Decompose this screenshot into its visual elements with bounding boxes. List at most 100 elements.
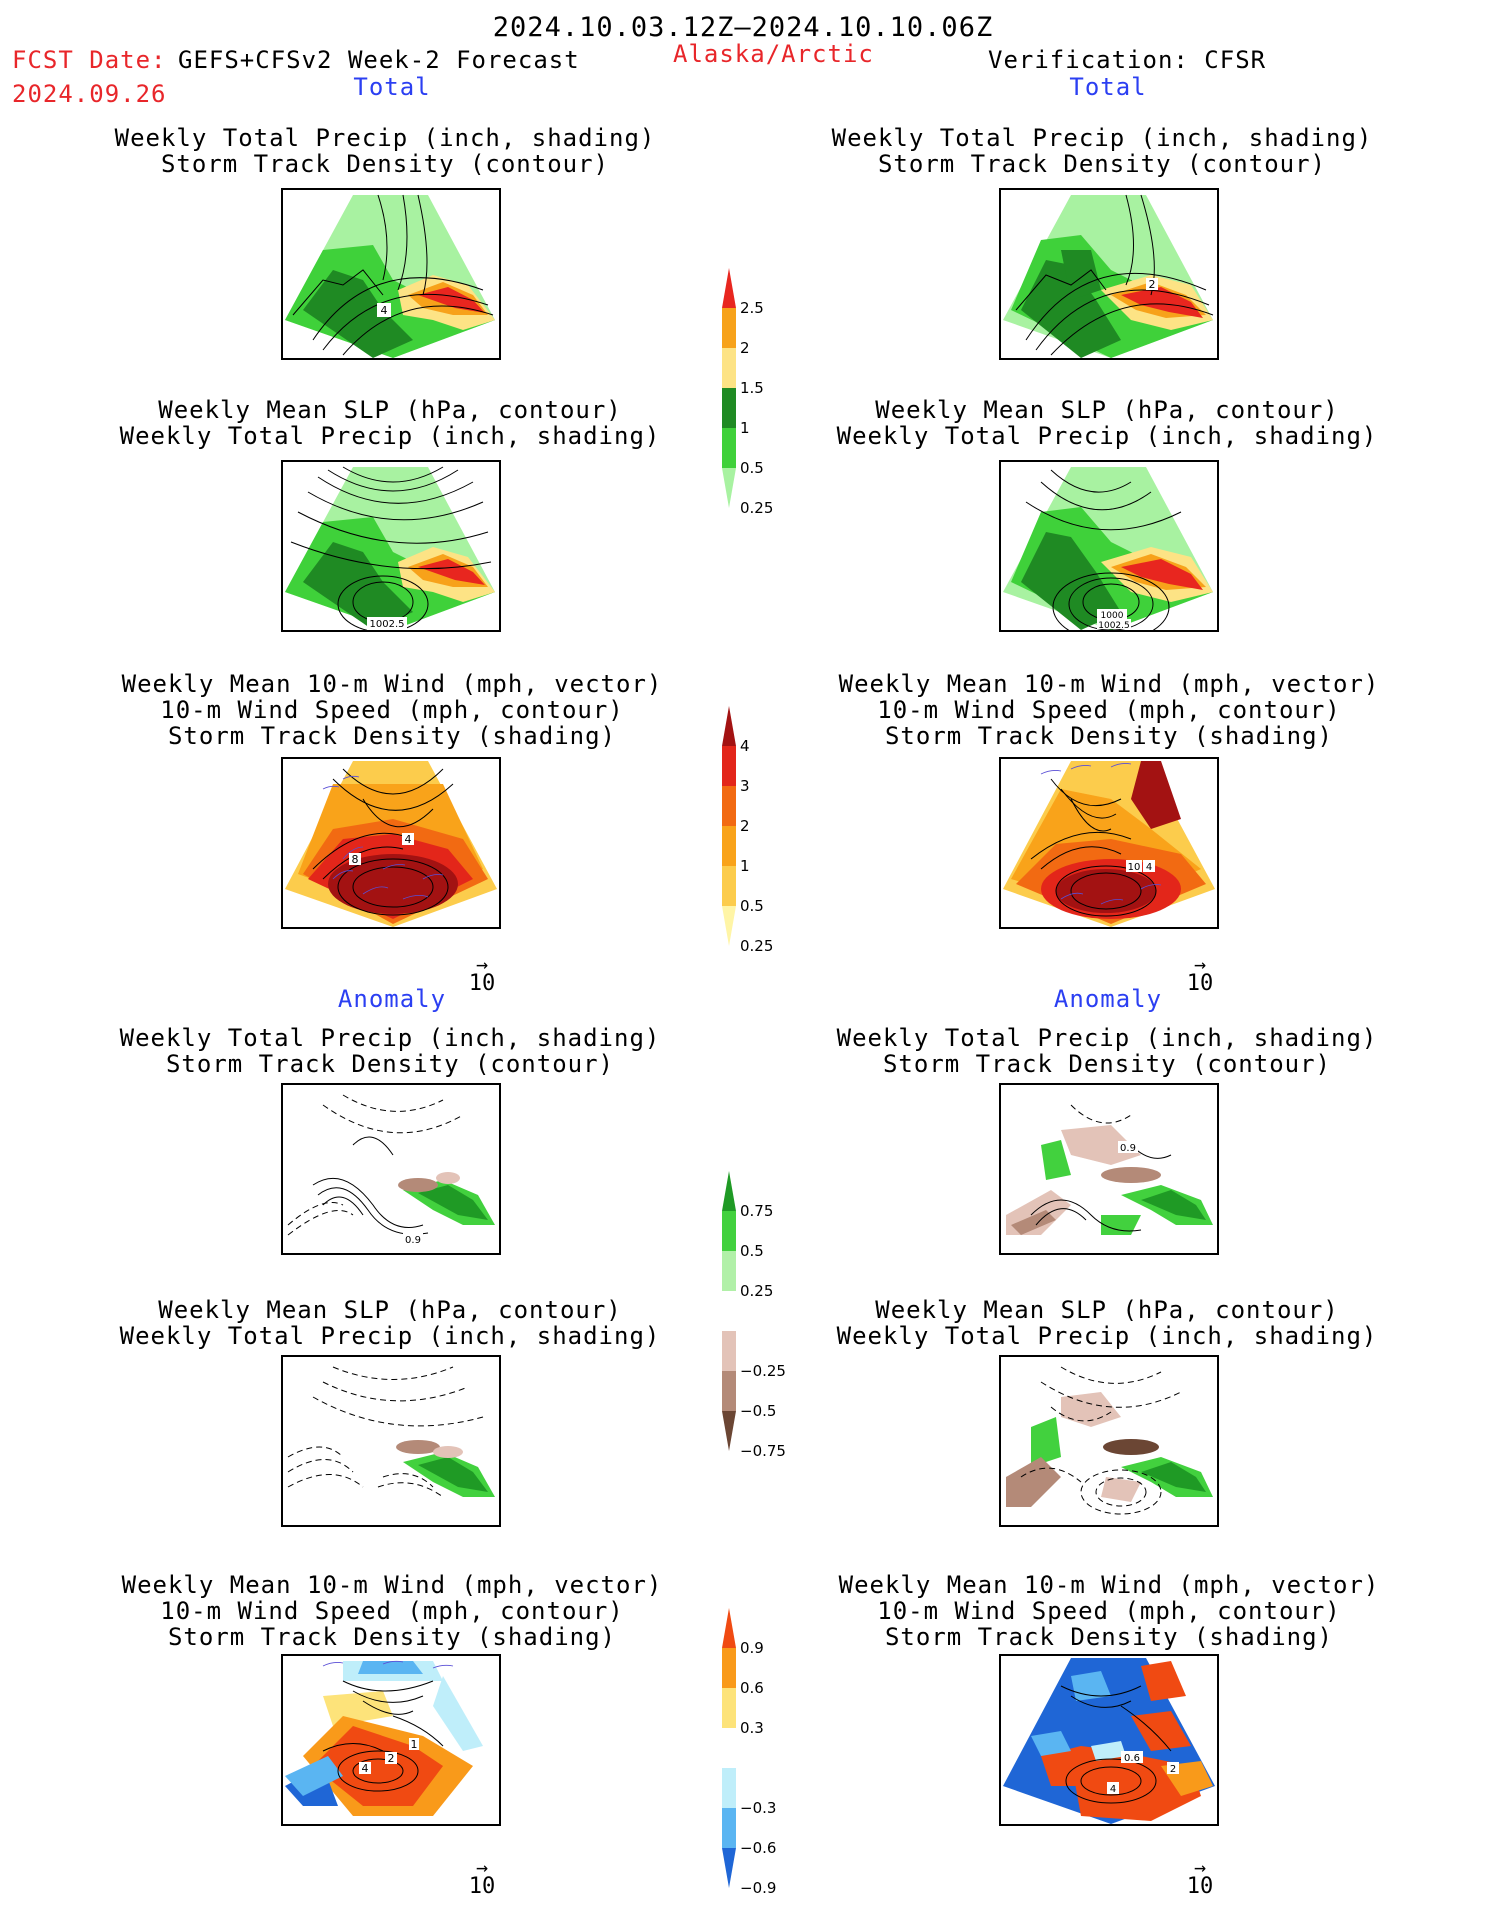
colorbar-tick-label: 0.25 [740, 937, 774, 955]
wind-reference-total-right: → 10 [1170, 952, 1230, 995]
colorbar-bottom-cap [722, 906, 736, 946]
reference-arrow-icon: → [1193, 952, 1207, 976]
colorbar-segment [722, 1728, 736, 1768]
colorbar-tick-label: 0.5 [740, 897, 764, 915]
title-anom-left-precip: Weekly Total Precip (inch, shading) Stor… [119, 1024, 661, 1078]
fcst-date-label: FCST Date: [12, 46, 167, 74]
colorbar-segment [722, 1291, 736, 1331]
map-anom-left-precip: 0.9 [281, 1083, 501, 1255]
title-anom-right-wind: Weekly Mean 10-m Wind (mph, vector) 10-m… [838, 1571, 1380, 1651]
colorbar-segment [722, 348, 736, 388]
title-total-right-precip: Weekly Total Precip (inch, shading) Stor… [831, 124, 1373, 178]
colorbar-segment [722, 1371, 736, 1411]
contour-label: 0.6 [1124, 1753, 1140, 1764]
colorbar-top-cap [722, 268, 736, 308]
colorbar-tick-label: −0.25 [740, 1362, 786, 1380]
title-total-left-slp: Weekly Mean SLP (hPa, contour) Weekly To… [119, 396, 661, 450]
colorbar-segment [722, 308, 736, 348]
reference-arrow-icon: → [475, 1855, 489, 1879]
map-anom-left-wind: 2 4 1 [281, 1654, 501, 1826]
contour-label: 1000 [1101, 611, 1124, 621]
colorbar-tick-label: 0.25 [740, 499, 774, 517]
section-anomaly-left: Anomaly [337, 985, 447, 1013]
wind-reference-anom-left: → 10 [452, 1855, 512, 1898]
title-total-left-precip: Weekly Total Precip (inch, shading) Stor… [114, 124, 656, 178]
map-total-left-wind: 8 4 [281, 757, 501, 929]
contour-label: 4 [1110, 1784, 1116, 1795]
map-anom-right-slp [999, 1355, 1219, 1527]
title-total-right-wind: Weekly Mean 10-m Wind (mph, vector) 10-m… [838, 670, 1380, 750]
section-total-left: Total [353, 73, 431, 101]
title-anom-right-precip: Weekly Total Precip (inch, shading) Stor… [836, 1024, 1378, 1078]
colorbar-tick-label: 2 [740, 817, 750, 835]
map-anom-right-precip: 0.9 [999, 1083, 1219, 1255]
contour-label: 4 [1146, 862, 1152, 873]
contour-label: 4 [362, 1762, 369, 1775]
colorbar-tick-label: 0.9 [740, 1639, 764, 1657]
colorbar-segment [722, 1251, 736, 1291]
contour-label: 2 [1170, 1764, 1176, 1775]
contour-label: 1002.5 [370, 619, 405, 630]
colorbar-top-cap [722, 1608, 736, 1648]
contour-label: 10 [1128, 862, 1141, 873]
section-anomaly-right: Anomaly [1053, 985, 1163, 1013]
title-anom-right-slp: Weekly Mean SLP (hPa, contour) Weekly To… [836, 1296, 1378, 1350]
colorbar-top-cap [722, 1171, 736, 1211]
colorbar-bottom-cap [722, 468, 736, 508]
colorbar-segment [722, 428, 736, 468]
contour-label: 2 [388, 1752, 395, 1765]
colorbar-tick-label: 1.5 [740, 379, 764, 397]
colorbar-tick-label: 0.5 [740, 1242, 764, 1260]
colorbar-segment [722, 786, 736, 826]
colorbar-anom-storm: 0.9 0.6 0.3 −0.3 −0.6 −0.9 [720, 1608, 790, 1898]
colorbar-tick-label: 0.25 [740, 1282, 774, 1300]
colorbar-segment [722, 746, 736, 786]
colorbar-tick-label: 0.75 [740, 1202, 774, 1220]
colorbar-tick-label: 0.5 [740, 459, 764, 477]
contour-label: 2 [1149, 278, 1156, 291]
map-anom-right-wind: 0.6 4 2 [999, 1654, 1219, 1826]
colorbar-segment [722, 388, 736, 428]
contour-label: 4 [405, 833, 412, 846]
wind-reference-anom-right: → 10 [1170, 1855, 1230, 1898]
map-anom-left-slp [281, 1355, 501, 1527]
colorbar-segment [722, 1331, 736, 1371]
colorbar-tick-label: 4 [740, 737, 750, 755]
map-total-right-wind: 10 4 [999, 757, 1219, 929]
title-anom-left-slp: Weekly Mean SLP (hPa, contour) Weekly To… [119, 1296, 661, 1350]
colorbar-tick-label: −0.3 [740, 1799, 777, 1817]
verification-label: Verification: CFSR [988, 46, 1267, 74]
contour-label: 1 [411, 1738, 418, 1751]
colorbar-segment [722, 826, 736, 866]
colorbar-segment [722, 1808, 736, 1848]
map-total-right-precip: 2 [999, 188, 1219, 360]
colorbar-total-precip: 2.5 2 1.5 1 0.5 0.25 [720, 268, 790, 558]
colorbar-total-storm: 4 3 2 1 0.5 0.25 [720, 706, 790, 996]
colorbar-tick-label: 3 [740, 777, 750, 795]
colorbar-tick-label: −0.5 [740, 1402, 777, 1420]
colorbar-tick-label: 1 [740, 857, 750, 875]
colorbar-top-cap [722, 706, 736, 746]
contour-label: 4 [381, 304, 388, 317]
colorbar-tick-label: 2.5 [740, 299, 764, 317]
valid-range-title: 2024.10.03.12Z–2024.10.10.06Z [492, 12, 994, 43]
colorbar-tick-label: −0.75 [740, 1442, 786, 1460]
colorbar-segment [722, 1211, 736, 1251]
title-total-left-wind: Weekly Mean 10-m Wind (mph, vector) 10-m… [121, 670, 663, 750]
colorbar-tick-label: 2 [740, 339, 750, 357]
colorbar-segment [722, 866, 736, 906]
region-label: Alaska/Arctic [673, 40, 874, 68]
colorbar-tick-label: −0.6 [740, 1839, 777, 1857]
wind-reference-total-left: → 10 [452, 952, 512, 995]
contour-label: 0.9 [405, 1235, 421, 1246]
map-total-right-slp: 1000 1002.5 [999, 460, 1219, 632]
colorbar-tick-label: 0.3 [740, 1719, 764, 1737]
colorbar-segment [722, 1688, 736, 1728]
colorbar-tick-label: −0.9 [740, 1879, 777, 1897]
colorbar-bottom-cap [722, 1848, 736, 1888]
colorbar-segment [722, 1768, 736, 1808]
reference-arrow-icon: → [1193, 1855, 1207, 1879]
map-total-left-slp: 1002.5 [281, 460, 501, 632]
fcst-date-value: 2024.09.26 [12, 80, 167, 108]
reference-arrow-icon: → [475, 952, 489, 976]
